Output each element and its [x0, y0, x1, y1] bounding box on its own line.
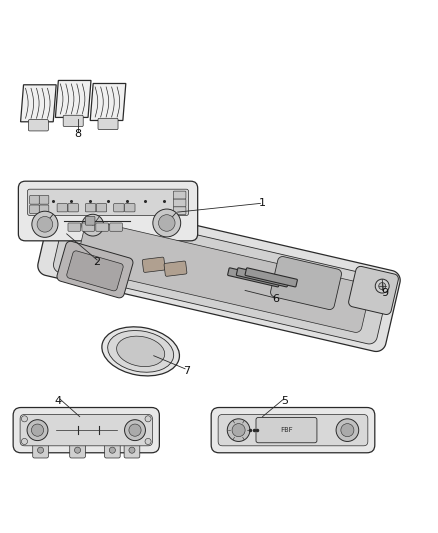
FancyBboxPatch shape: [39, 196, 49, 204]
FancyBboxPatch shape: [114, 204, 124, 212]
FancyBboxPatch shape: [28, 189, 188, 215]
FancyBboxPatch shape: [39, 205, 49, 214]
Circle shape: [21, 416, 28, 422]
Circle shape: [27, 419, 48, 441]
FancyBboxPatch shape: [33, 442, 48, 458]
Polygon shape: [38, 195, 400, 351]
FancyBboxPatch shape: [63, 115, 83, 126]
Polygon shape: [245, 268, 297, 287]
FancyBboxPatch shape: [68, 223, 81, 231]
Text: 8: 8: [74, 129, 81, 139]
Circle shape: [159, 215, 175, 231]
FancyBboxPatch shape: [124, 442, 140, 458]
Circle shape: [145, 439, 151, 445]
FancyBboxPatch shape: [105, 442, 120, 458]
Circle shape: [153, 209, 181, 237]
FancyBboxPatch shape: [13, 408, 159, 453]
Polygon shape: [76, 221, 370, 333]
Polygon shape: [90, 84, 126, 120]
FancyBboxPatch shape: [28, 119, 48, 131]
Polygon shape: [55, 80, 91, 117]
Circle shape: [32, 424, 44, 436]
FancyBboxPatch shape: [173, 191, 186, 199]
Polygon shape: [142, 257, 165, 272]
Ellipse shape: [117, 336, 165, 367]
FancyBboxPatch shape: [85, 216, 95, 225]
FancyBboxPatch shape: [96, 204, 107, 212]
Circle shape: [129, 447, 135, 453]
Polygon shape: [271, 256, 342, 310]
FancyBboxPatch shape: [30, 196, 39, 204]
FancyBboxPatch shape: [98, 118, 118, 130]
FancyBboxPatch shape: [68, 204, 78, 212]
Circle shape: [379, 282, 386, 289]
FancyBboxPatch shape: [96, 223, 109, 231]
FancyBboxPatch shape: [82, 223, 95, 231]
Circle shape: [38, 447, 44, 453]
FancyBboxPatch shape: [110, 223, 122, 231]
Text: 9: 9: [381, 288, 388, 297]
Text: 5: 5: [281, 397, 288, 407]
Circle shape: [124, 419, 145, 441]
Text: 4: 4: [54, 397, 61, 407]
Polygon shape: [67, 251, 123, 291]
Circle shape: [341, 424, 354, 437]
FancyBboxPatch shape: [173, 199, 186, 207]
Text: 6: 6: [272, 294, 279, 304]
FancyBboxPatch shape: [57, 204, 67, 212]
FancyBboxPatch shape: [218, 415, 368, 446]
Ellipse shape: [102, 327, 180, 376]
FancyBboxPatch shape: [124, 204, 135, 212]
Circle shape: [232, 424, 245, 437]
FancyBboxPatch shape: [211, 408, 375, 453]
Circle shape: [227, 419, 250, 441]
Ellipse shape: [108, 330, 173, 372]
FancyBboxPatch shape: [20, 415, 152, 446]
Circle shape: [129, 424, 141, 436]
Polygon shape: [164, 261, 187, 276]
Text: 2: 2: [94, 257, 101, 267]
FancyBboxPatch shape: [256, 417, 317, 443]
FancyBboxPatch shape: [85, 204, 96, 212]
Circle shape: [336, 419, 359, 441]
FancyBboxPatch shape: [18, 181, 198, 241]
Circle shape: [375, 279, 389, 293]
Circle shape: [110, 447, 116, 453]
Polygon shape: [237, 268, 289, 287]
Polygon shape: [53, 206, 389, 344]
Circle shape: [82, 214, 104, 236]
Text: FBF: FBF: [280, 427, 293, 433]
Circle shape: [32, 211, 58, 237]
Polygon shape: [349, 266, 399, 314]
FancyBboxPatch shape: [30, 205, 39, 214]
Polygon shape: [57, 241, 133, 298]
Polygon shape: [21, 85, 56, 122]
Text: 7: 7: [183, 366, 190, 376]
Polygon shape: [228, 268, 280, 287]
FancyBboxPatch shape: [70, 442, 85, 458]
Text: 1: 1: [259, 198, 266, 208]
Circle shape: [145, 416, 151, 422]
FancyBboxPatch shape: [173, 207, 186, 215]
Circle shape: [37, 216, 53, 232]
Circle shape: [21, 439, 28, 445]
Circle shape: [74, 447, 81, 453]
